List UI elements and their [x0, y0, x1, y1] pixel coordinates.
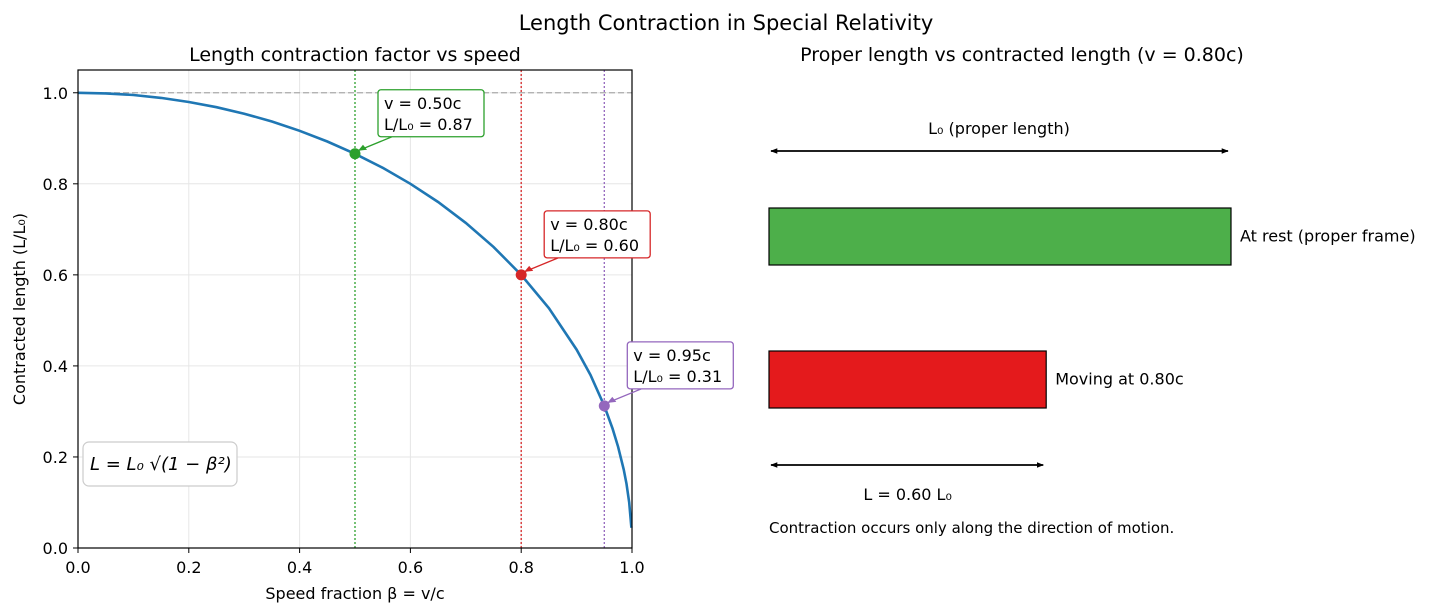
- x-axis-label: Speed fraction β = v/c: [265, 584, 444, 603]
- right-chart: Proper length vs contracted length (v = …: [768, 44, 1416, 537]
- rest-bar: [768, 207, 1232, 266]
- speed-guides: [354, 70, 605, 548]
- marker-point: [598, 400, 610, 412]
- moving-bar: [768, 350, 1047, 409]
- annotation-speed: v = 0.80c: [550, 215, 627, 234]
- annotation-ratio: L/L₀ = 0.60: [550, 236, 639, 255]
- annotation-ratio: L/L₀ = 0.87: [384, 115, 473, 134]
- y-tick-label: 0.8: [43, 175, 68, 194]
- y-axis-ticks: 0.0 0.2 0.4 0.6 0.8 1.0: [43, 84, 78, 558]
- y-axis-label: Contracted length (L/L₀): [10, 213, 29, 405]
- plot-frame: [77, 69, 633, 549]
- contraction-curve: [77, 91, 633, 528]
- annotation-box: [377, 89, 485, 138]
- x-axis-ticks: 0.0 0.2 0.4 0.6 0.8 1.0: [65, 548, 645, 577]
- right-chart-title: Proper length vs contracted length (v = …: [800, 44, 1244, 66]
- rest-bar-label: At rest (proper frame): [1240, 227, 1416, 246]
- annotation-ratio: L/L₀ = 0.31: [633, 367, 722, 386]
- x-tick-label: 0.8: [508, 558, 533, 577]
- annotation-box: [626, 341, 734, 390]
- y-tick-label: 0.0: [43, 539, 68, 558]
- left-chart-title: Length contraction factor vs speed: [189, 44, 521, 66]
- x-tick-label: 1.0: [619, 558, 644, 577]
- contracted-length-label: L = 0.60 L₀: [863, 485, 952, 504]
- figure-title: Length Contraction in Special Relativity: [519, 11, 934, 35]
- annotation-speed: v = 0.95c: [633, 346, 710, 365]
- annotation-speed: v = 0.50c: [384, 94, 461, 113]
- annotation-arrowhead: [358, 144, 367, 151]
- y-tick-label: 0.4: [43, 357, 68, 376]
- annotations: v = 0.50c L/L₀ = 0.87 v = 0.80c L/L₀ = 0.60…: [357, 89, 734, 404]
- marker-point: [349, 148, 361, 160]
- moving-bar-label: Moving at 0.80c: [1055, 370, 1183, 389]
- left-chart: Length contraction factor vs speed 0.0 0.…: [10, 44, 734, 603]
- annotation-arrowhead: [524, 265, 534, 272]
- formula-box: [82, 441, 238, 487]
- x-tick-label: 0.2: [176, 558, 201, 577]
- y-tick-label: 0.2: [43, 448, 68, 467]
- x-tick-label: 0.6: [398, 558, 423, 577]
- annotation-box: [543, 210, 651, 259]
- marker-points: [349, 148, 610, 412]
- formula: L = L₀ √(1 − β²): [90, 454, 232, 475]
- marker-point: [515, 269, 527, 281]
- footnote: Contraction occurs only along the direct…: [769, 519, 1174, 537]
- x-tick-label: 0.0: [65, 558, 90, 577]
- y-tick-label: 0.6: [43, 266, 68, 285]
- x-tick-label: 0.4: [287, 558, 312, 577]
- y-tick-label: 1.0: [43, 84, 68, 103]
- proper-length-label: L₀ (proper length): [928, 119, 1070, 138]
- annotation-arrowhead: [607, 396, 617, 403]
